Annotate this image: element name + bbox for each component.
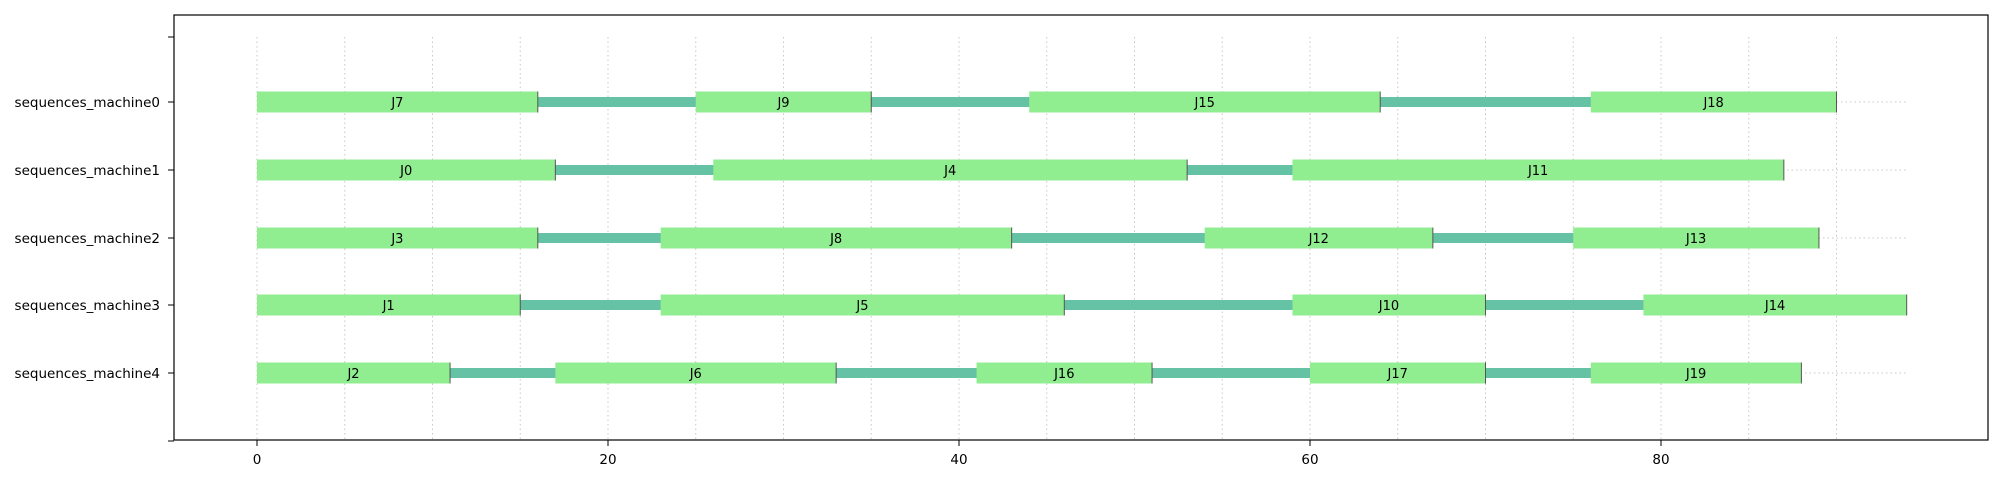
- task-bar: [1292, 159, 1784, 181]
- task-bar: [1204, 227, 1433, 249]
- machine-row: J3 J8 J12 J13: [257, 227, 1820, 249]
- x-tick-label: 60: [1301, 452, 1318, 468]
- idle-connector: [257, 233, 1819, 243]
- task-bar: [695, 91, 872, 113]
- y-tick-label: sequences_machine0: [15, 95, 160, 111]
- task-label: J8: [829, 232, 842, 247]
- machine-row: J7 J9 J15 J18: [257, 91, 1837, 113]
- task-label: J18: [1702, 96, 1723, 111]
- task-label: J5: [855, 299, 868, 314]
- x-tick-label: 40: [950, 452, 967, 468]
- task-bar: [257, 91, 538, 113]
- y-tick-label: sequences_machine2: [15, 231, 160, 247]
- idle-connector: [257, 300, 1907, 310]
- machine-row: J0 J4 J11: [257, 159, 1785, 181]
- task-bar: [976, 362, 1153, 384]
- task-bar: [1310, 362, 1486, 384]
- task-label: J9: [776, 96, 789, 111]
- task-label: J15: [1194, 96, 1215, 111]
- task-label: J3: [390, 232, 403, 247]
- axes-layer: sequences_machine0 sequences_machine1sequ…: [15, 36, 1670, 468]
- task-bar: [1590, 91, 1837, 113]
- task-bar: [713, 159, 1188, 181]
- y-tick-label: sequences_machine4: [15, 366, 160, 382]
- task-bar: [660, 227, 1012, 249]
- task-bar: [555, 362, 837, 384]
- task-label: J12: [1308, 232, 1329, 247]
- task-label: J11: [1527, 164, 1548, 179]
- task-label: J7: [390, 96, 403, 111]
- task-label: J6: [689, 367, 702, 382]
- task-bar: [1590, 362, 1802, 384]
- task-label: J4: [943, 164, 956, 179]
- y-tick-label: sequences_machine3: [15, 298, 160, 314]
- task-bar: [257, 362, 451, 384]
- machine-row: J2 J6 J16 J17 J19: [257, 362, 1802, 384]
- task-label: J1: [382, 299, 395, 314]
- task-label: J14: [1764, 299, 1785, 314]
- task-label: J17: [1387, 367, 1408, 382]
- task-bar: [257, 159, 556, 181]
- machine-row: J1 J5 J10 J14: [257, 294, 1908, 316]
- task-bar: [257, 294, 521, 316]
- task-bar: [1643, 294, 1907, 316]
- y-tick-label: sequences_machine1: [15, 163, 160, 179]
- task-bar: [257, 227, 538, 249]
- task-bar: [660, 294, 1065, 316]
- x-tick-label: 0: [253, 452, 262, 468]
- task-label: J10: [1378, 299, 1399, 314]
- task-label: J13: [1685, 232, 1706, 247]
- x-tick-label: 80: [1652, 452, 1669, 468]
- task-label: J19: [1685, 367, 1706, 382]
- task-bar: [1573, 227, 1819, 249]
- x-tick-label: 20: [599, 452, 616, 468]
- task-bar: [1029, 91, 1381, 113]
- task-label: J16: [1053, 367, 1074, 382]
- task-label: J2: [346, 367, 359, 382]
- plot-frame: [173, 14, 1989, 441]
- task-bar: [1292, 294, 1486, 316]
- task-label: J0: [399, 164, 412, 179]
